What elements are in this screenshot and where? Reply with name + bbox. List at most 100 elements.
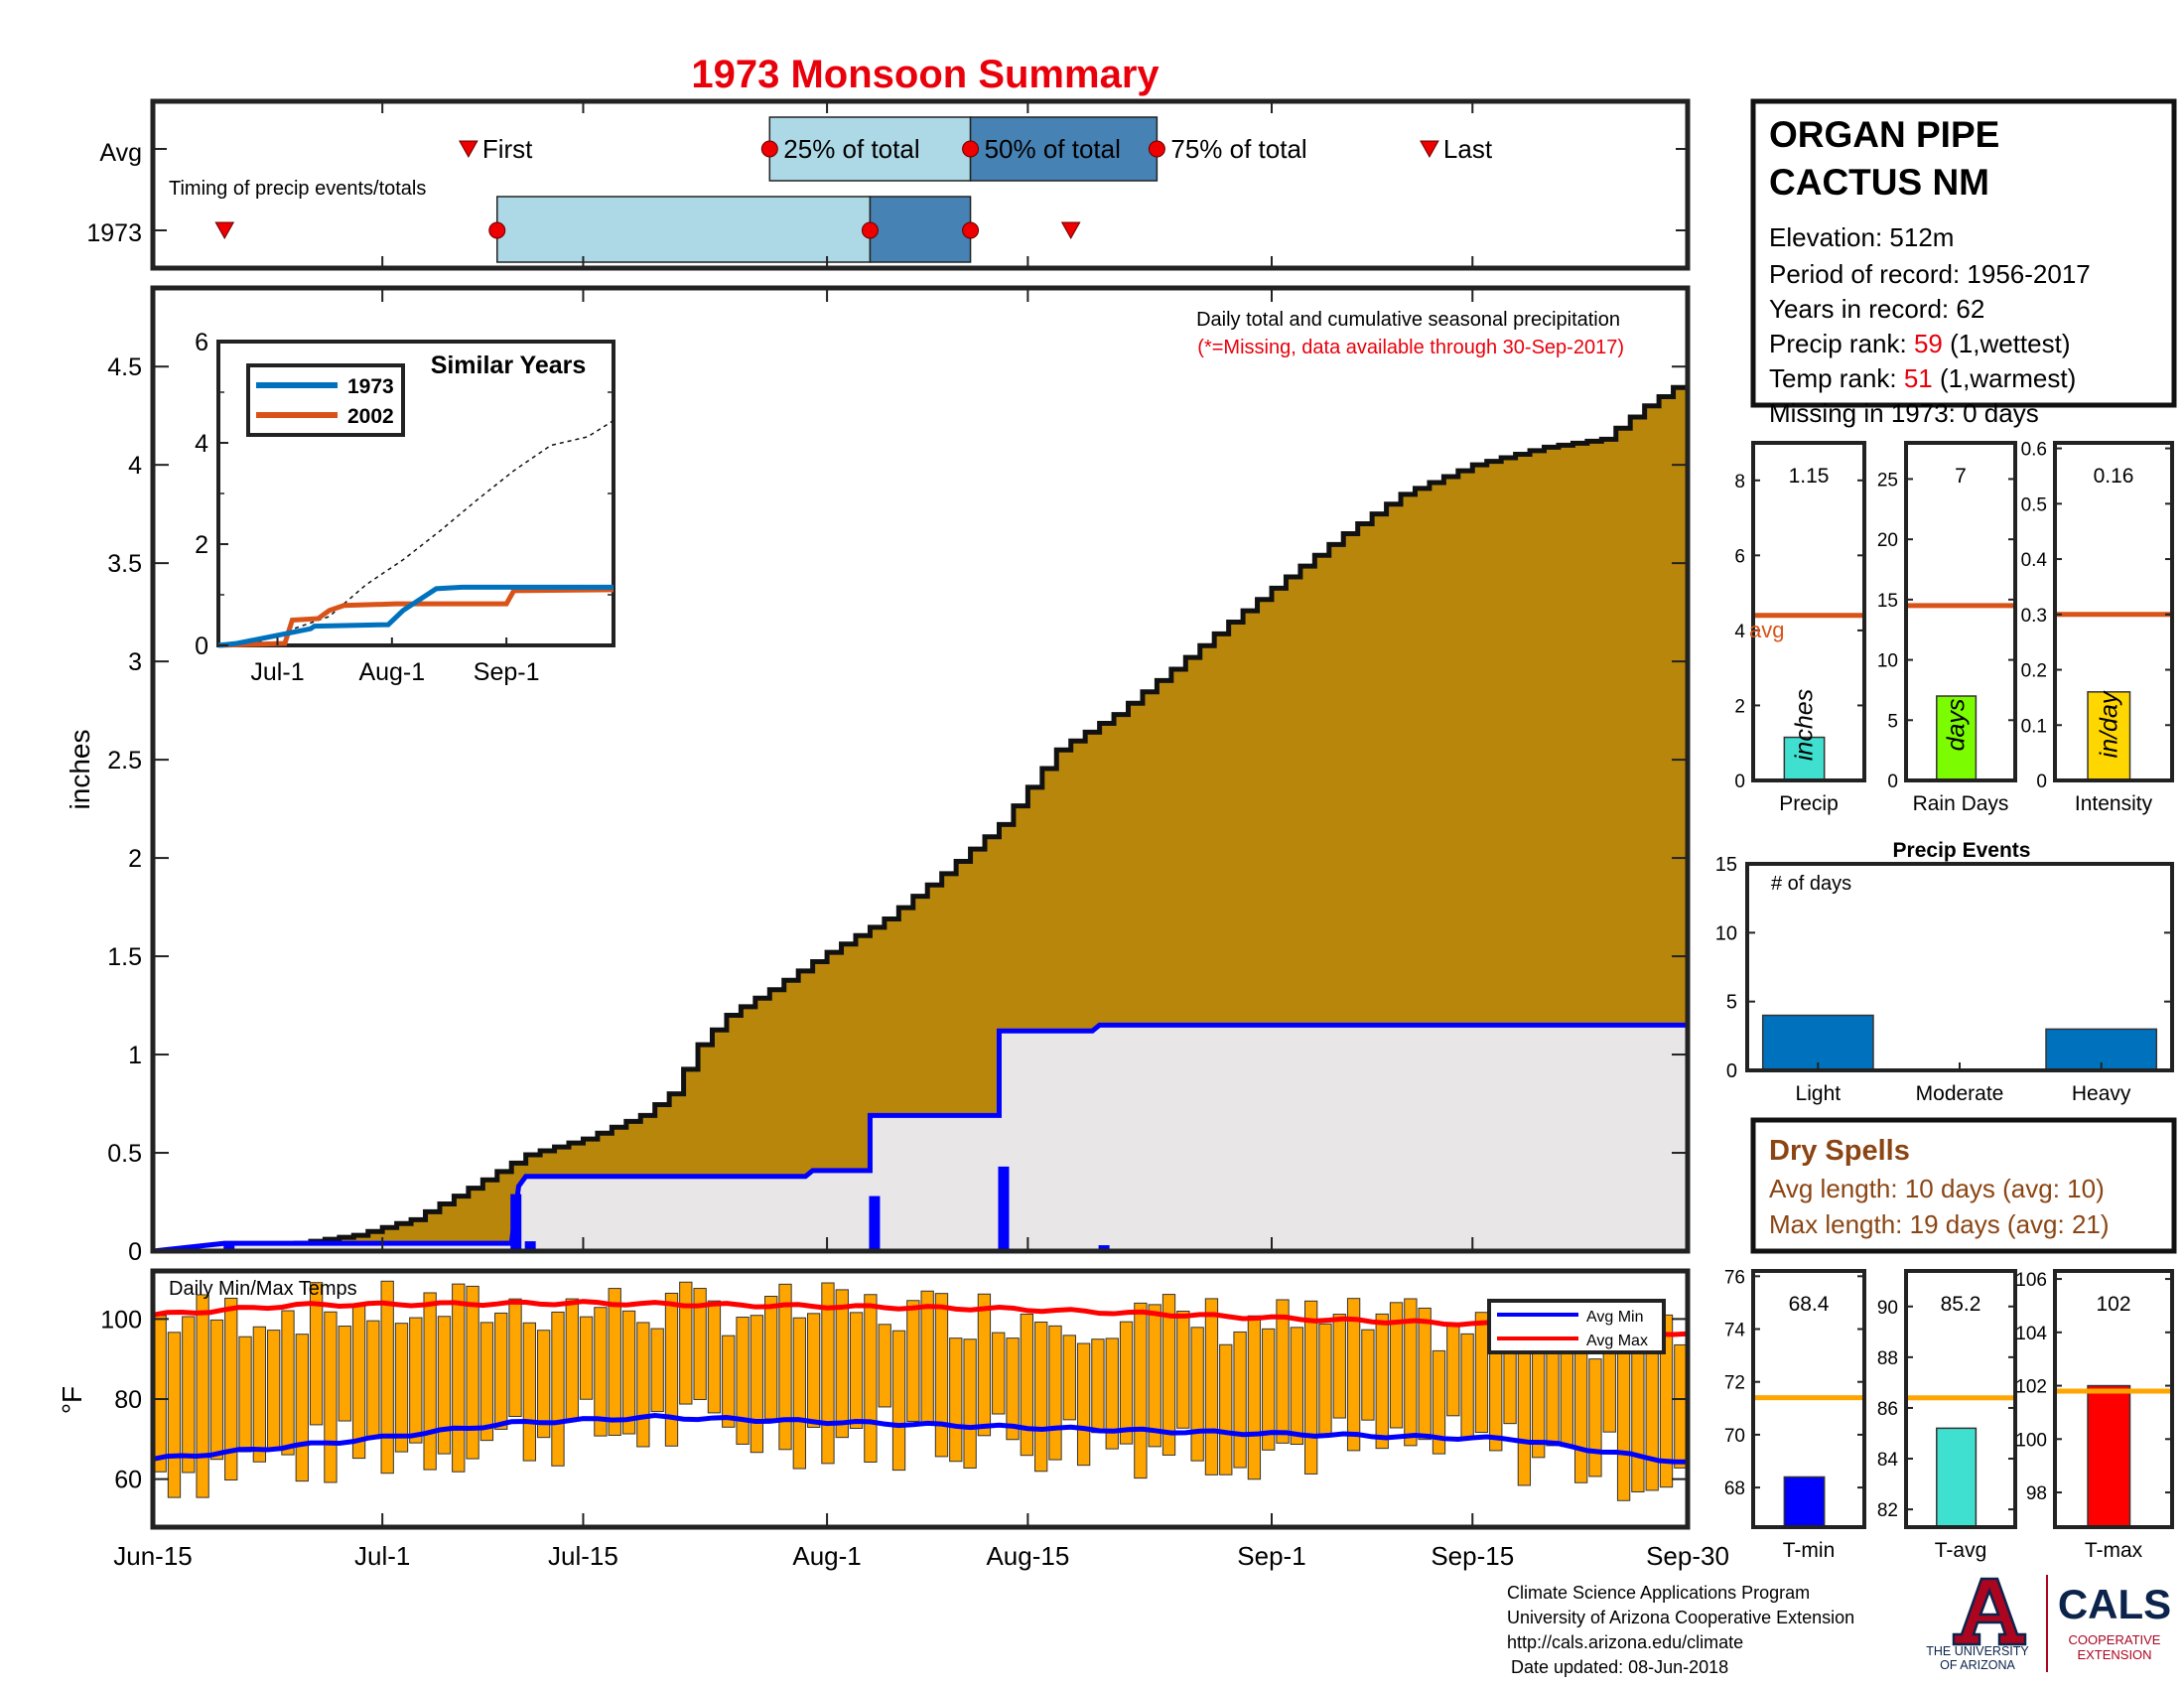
daily-temp-bar: [1161, 1294, 1176, 1456]
daily-temp-bar: [537, 1330, 551, 1439]
daily-precip-bar: [524, 1241, 536, 1251]
precip_total-ytick-label: 2: [1734, 696, 1745, 717]
daily-temp-bar: [664, 1292, 679, 1447]
intensity-bar: [2087, 691, 2131, 781]
daily-temp-bar: [1588, 1358, 1602, 1477]
inset-series-1973: [217, 584, 614, 648]
daily-temp-bar: [1262, 1328, 1276, 1451]
daily-temp-bar: [1361, 1329, 1375, 1421]
intensity-xlabel: Intensity: [2075, 792, 2153, 815]
daily-temp-bar: [920, 1290, 934, 1426]
intensity-ytick-label: 0.1: [2021, 716, 2047, 737]
daily-temp-bar: [1659, 1314, 1674, 1488]
inset-xtick-label: Jul-1: [250, 658, 304, 686]
main-ytick-label: 2: [128, 845, 142, 873]
legend-avg-max: Avg Max: [1586, 1333, 1648, 1349]
precip_total-xlabel: Precip: [1779, 792, 1839, 815]
daily-temp-bar: [452, 1283, 466, 1473]
inset-ytick-label: 4: [195, 430, 208, 458]
ua-a-icon: [1952, 1577, 2027, 1646]
temps-ytick-label: 100: [100, 1306, 142, 1334]
main-ytick-label: 1.5: [107, 943, 142, 971]
timing-panel: Avg 1973 Timing of precip events/totals …: [86, 98, 1691, 271]
daily-temp-bar: [1105, 1337, 1119, 1450]
daily-temp-bar: [1446, 1324, 1460, 1417]
station-name-2: CACTUS NM: [1769, 162, 1989, 203]
date-xtick-label: Sep-30: [1646, 1541, 1729, 1571]
timing-last-triangle-avg: [1420, 140, 1439, 159]
mini-chart-precip_total: 1.15 Precip 0 2 4 6 8 inches avg: [1734, 441, 1866, 815]
dry-spells-title: Dry Spells: [1769, 1135, 1910, 1167]
daily-temp-bar: [1119, 1321, 1134, 1445]
daily-temp-bar: [636, 1322, 650, 1448]
daily-temp-bar: [621, 1310, 636, 1435]
daily-temp-bar: [1034, 1321, 1048, 1473]
timing-row-year-label: 1973: [86, 219, 142, 247]
inset-ytick-label: 0: [195, 633, 208, 660]
t_max-ytick-label: 102: [2015, 1377, 2047, 1398]
daily-temp-bar: [351, 1305, 366, 1460]
daily-temp-bar: [1332, 1314, 1346, 1419]
daily-temp-bar: [437, 1316, 452, 1455]
events-ytick-label: 5: [1726, 992, 1737, 1014]
timing-p25-marker-year_1973: [488, 221, 506, 239]
intensity-ytick-label: 0.3: [2021, 606, 2047, 627]
t_min-ytick-label: 70: [1724, 1426, 1745, 1447]
daily-temp-bar: [522, 1322, 536, 1462]
daily-temp-bar: [1432, 1349, 1446, 1455]
daily-temp-bar: [594, 1307, 608, 1437]
daily-temp-bar: [949, 1337, 963, 1463]
station-missing: Missing in 1973: 0 days: [1769, 398, 2039, 428]
date-xtick-label: Sep-1: [1237, 1541, 1305, 1571]
station-elevation: Elevation: 512m: [1769, 222, 1954, 252]
events-xlabel-heavy: Heavy: [2072, 1082, 2131, 1105]
daily-precip-bar: [223, 1243, 235, 1251]
dry-spells-avg: Avg length: 10 days (avg: 10): [1769, 1174, 2105, 1203]
daily-temp-bar: [380, 1280, 394, 1475]
main-ylabel: inches: [65, 730, 95, 810]
avg-cumulative-outline: [153, 378, 1691, 1254]
date-xtick-label: Jun-15: [113, 1541, 193, 1571]
avg-max-line: [152, 1299, 1689, 1337]
daily-temp-bar: [1418, 1307, 1432, 1441]
daily-precip-bar: [1098, 1245, 1110, 1251]
main-ytick-label: 4.5: [107, 353, 142, 381]
daily-temp-bar: [1076, 1342, 1091, 1467]
daily-temp-bar: [707, 1300, 722, 1414]
timing-label-first: First: [482, 134, 533, 164]
daily-temp-bar: [153, 1315, 167, 1473]
legend-2002: 2002: [347, 405, 394, 428]
timing-p50-marker-avg: [962, 140, 980, 158]
daily-temp-bar: [309, 1282, 324, 1426]
daily-temp-bar: [1247, 1315, 1262, 1480]
main-ytick-label: 0.5: [107, 1140, 142, 1168]
t_max-ytick-label: 104: [2015, 1324, 2047, 1344]
daily-temp-bar: [423, 1292, 437, 1471]
main-precip-panel: 0 0.5 1 1.5 2 2.5 3 3.5 4 4.5 inches Daily total …: [65, 285, 1691, 1266]
daily-temp-bar: [963, 1338, 977, 1469]
station-info-box: ORGAN PIPE CACTUS NM Elevation: 512m Per…: [1750, 98, 2177, 428]
daily-temp-bar: [849, 1312, 864, 1430]
main-ytick-label: 3.5: [107, 550, 142, 578]
daily-temp-bar: [934, 1293, 949, 1458]
daily-temp-bar: [1233, 1331, 1247, 1469]
timing-last-triangle-year_1973: [1060, 221, 1081, 240]
daily-temp-bar: [267, 1330, 281, 1449]
t_avg-ytick-label: 88: [1877, 1348, 1898, 1369]
daily-temp-bar: [864, 1294, 878, 1463]
t_max-ytick-label: 100: [2015, 1430, 2047, 1451]
daily-temp-bar: [1290, 1327, 1303, 1446]
daily-temp-bar: [750, 1315, 764, 1454]
footer-credits: Climate Science Applications Program Uni…: [1507, 1583, 1854, 1677]
timing-first-triangle-avg: [459, 140, 478, 159]
daily-temp-bar: [891, 1330, 906, 1472]
t_min-frame: [1751, 1269, 1866, 1529]
events-ylabel: # of days: [1771, 873, 1851, 895]
daily-temp-bar: [494, 1312, 508, 1430]
cals-logo-text: CALS: [2058, 1581, 2171, 1627]
daily-temp-bar: [1616, 1339, 1631, 1501]
date-xtick-label: Jul-15: [548, 1541, 618, 1571]
timing-first-triangle-year_1973: [214, 221, 235, 240]
main-ytick-label: 2.5: [107, 747, 142, 774]
intensity-frame: [2053, 441, 2174, 782]
